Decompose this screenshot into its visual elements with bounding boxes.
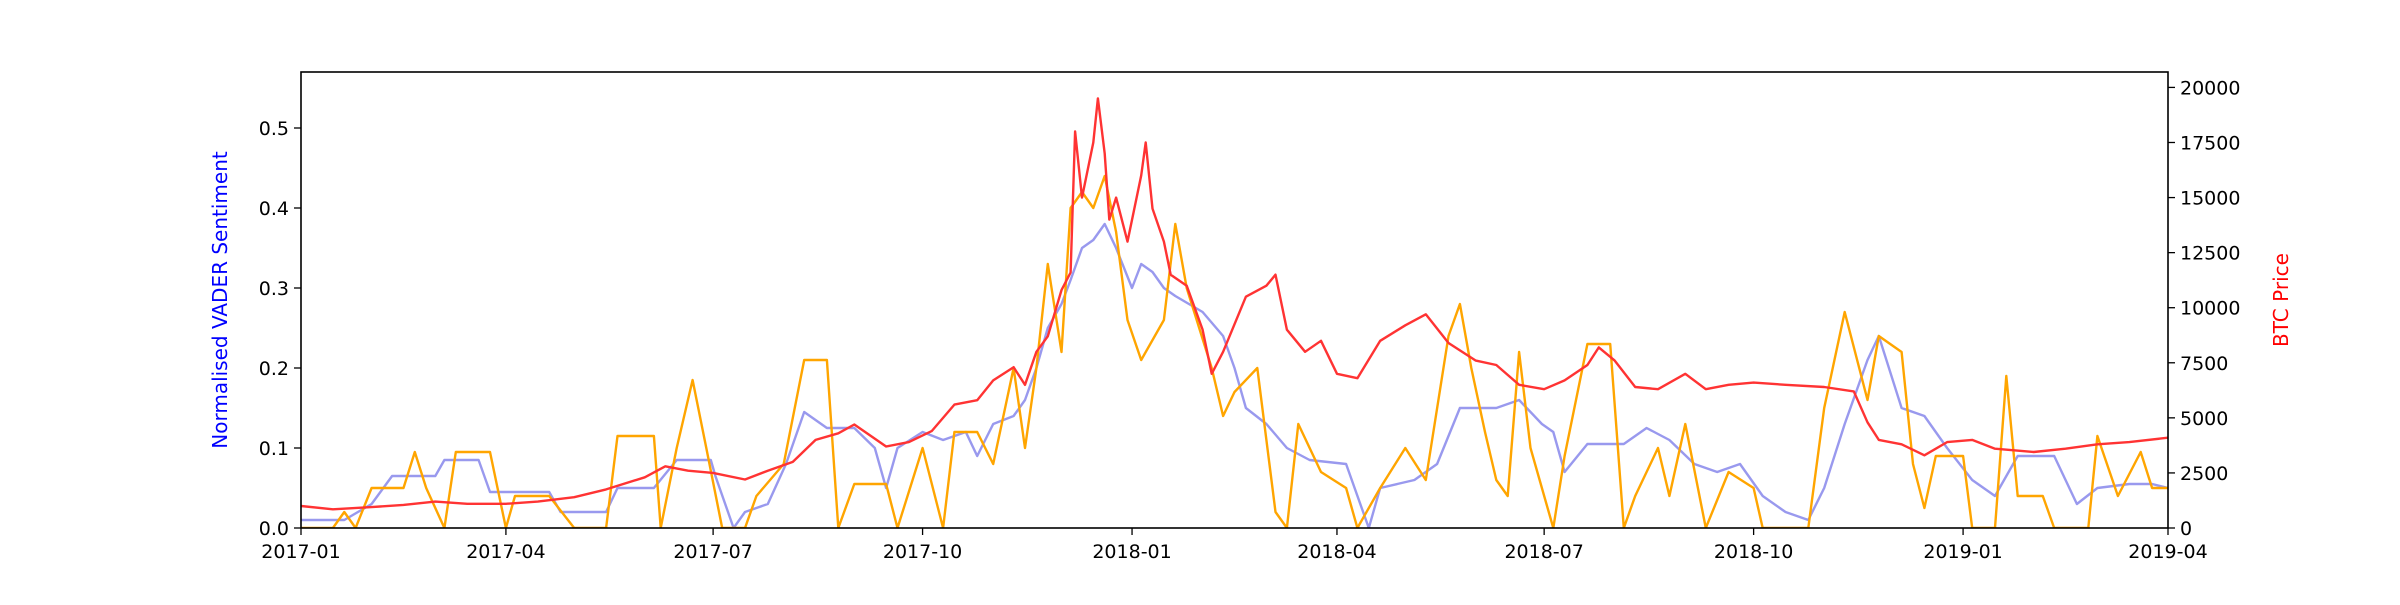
x-tick-label: 2017-01 [261, 541, 340, 563]
series-line-2 [301, 174, 2168, 528]
x-tick-label: 2018-10 [1714, 541, 1793, 563]
x-tick-label: 2017-04 [466, 541, 545, 563]
y-right-tick-label: 12500 [2180, 243, 2240, 265]
y-right-tick-label: 5000 [2180, 408, 2228, 430]
y-right-tick-label: 17500 [2180, 132, 2240, 154]
y-right-tick-label: 10000 [2180, 298, 2240, 320]
x-tick-label: 2018-01 [1092, 541, 1171, 563]
x-tick-label: 2017-10 [883, 541, 962, 563]
y-axis-left-title: Normalised VADER Sentiment [208, 151, 232, 449]
y-left-tick-label: 0.1 [259, 438, 289, 460]
y-right-tick-label: 2500 [2180, 463, 2228, 485]
series-layer [301, 97, 2168, 528]
x-tick-label: 2019-01 [1923, 541, 2002, 563]
y-left-tick-label: 0.5 [259, 118, 289, 140]
y-right-tick-label: 20000 [2180, 77, 2240, 99]
y-left-tick-label: 0.3 [259, 278, 289, 300]
series-line-3 [301, 97, 2168, 511]
y-right-tick-label: 15000 [2180, 188, 2240, 210]
y-axis-right-title: BTC Price [2269, 253, 2293, 347]
y-left-tick-label: 0.4 [259, 198, 289, 220]
y-left-tick-label: 0.0 [259, 518, 289, 540]
y-right-tick-label: 7500 [2180, 353, 2228, 375]
y-right-tick-label: 0 [2180, 518, 2192, 540]
y-left-tick-label: 0.2 [259, 358, 289, 380]
axes-layer: 2017-01 2017-04 2017-07 2017-10 2018-01 2018-… [259, 71, 2240, 563]
x-tick-label: 2018-07 [1504, 541, 1583, 563]
series-line-1 [301, 222, 2168, 528]
plot-frame [300, 71, 2169, 529]
x-tick-label: 2017-07 [673, 541, 752, 563]
x-tick-label: 2018-04 [1297, 541, 1376, 563]
x-tick-label: 2019-04 [2128, 541, 2207, 563]
